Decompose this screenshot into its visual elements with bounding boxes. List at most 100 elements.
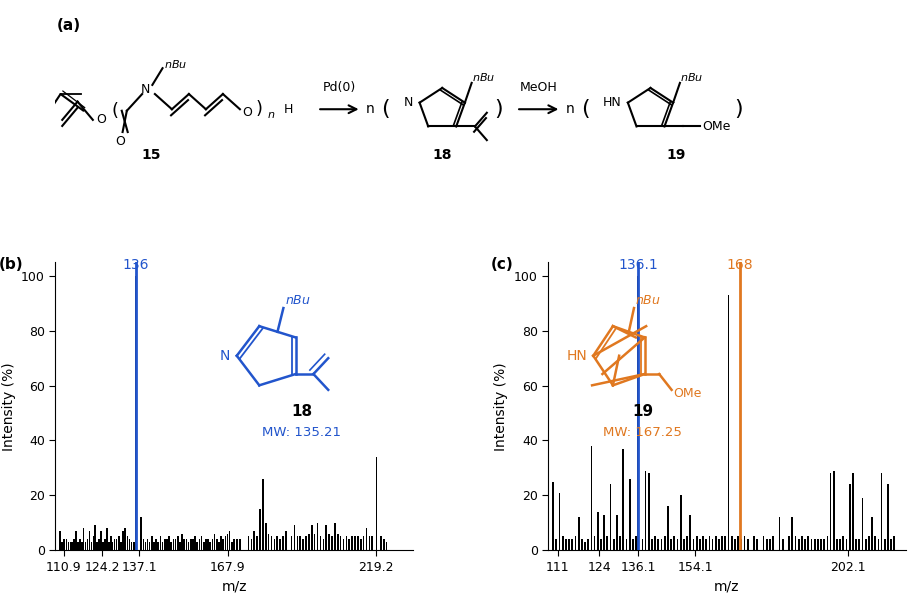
Bar [571,539,573,550]
Bar [581,539,583,550]
Bar [810,539,812,550]
Text: (: ( [381,99,390,119]
Bar [658,539,659,550]
Bar [271,536,273,550]
Bar [629,479,630,550]
Bar [747,539,748,550]
Bar [66,539,67,550]
Text: ): ) [735,99,743,119]
Bar [308,533,310,550]
Bar [865,539,867,550]
Bar [766,539,768,550]
Bar [104,539,105,550]
Bar [769,539,771,550]
Text: H: H [284,103,294,116]
Bar [337,533,338,550]
Bar [71,542,73,550]
Bar [127,536,128,550]
Y-axis label: Intensity (%): Intensity (%) [494,362,508,450]
Bar [830,474,832,550]
Text: (b): (b) [0,257,23,271]
Text: 19: 19 [666,148,686,162]
Bar [757,539,758,550]
Bar [641,539,643,550]
Bar [727,295,729,550]
X-axis label: m/z: m/z [221,579,247,593]
Bar [360,539,361,550]
Bar [207,539,209,550]
Bar [606,536,608,550]
Bar [562,536,564,550]
Bar [852,474,854,550]
Bar [279,539,281,550]
Text: N: N [404,96,413,109]
Bar [861,498,863,550]
Bar [220,536,222,550]
Bar [297,536,298,550]
Bar [135,276,137,550]
Bar [632,539,634,550]
Bar [262,479,263,550]
Bar [839,539,841,550]
Bar [371,536,373,550]
Bar [160,536,162,550]
Bar [737,536,739,550]
Text: $n$Bu: $n$Bu [680,71,703,83]
Bar [833,471,834,550]
Bar [871,517,873,550]
Bar [325,526,327,550]
Bar [122,531,124,550]
Bar [229,531,230,550]
Text: 15: 15 [141,148,162,162]
Bar [274,539,275,550]
Bar [218,542,220,550]
Bar [118,536,119,550]
Bar [166,539,167,550]
Bar [212,539,213,550]
Bar [565,539,566,550]
Bar [63,539,65,550]
Bar [162,542,164,550]
Bar [259,509,261,550]
Bar [817,539,819,550]
Bar [380,536,382,550]
Bar [856,539,857,550]
Bar [213,533,215,550]
Bar [114,539,116,550]
Bar [709,536,711,550]
Bar [157,542,159,550]
Bar [676,539,678,550]
Bar [366,528,368,550]
Bar [843,536,845,550]
Bar [112,542,114,550]
Bar [823,539,825,550]
Bar [265,523,266,550]
Bar [826,536,828,550]
Text: N: N [140,83,151,96]
Bar [575,536,577,550]
Bar [197,542,198,550]
Bar [610,484,612,550]
Bar [149,542,151,550]
Bar [762,536,764,550]
Bar [874,536,876,550]
Text: 168: 168 [726,258,753,272]
Bar [782,539,784,550]
Bar [699,539,700,550]
Bar [210,542,211,550]
Bar [635,536,637,550]
Y-axis label: Intensity (%): Intensity (%) [2,362,16,450]
Bar [216,539,217,550]
Bar [731,536,733,550]
Bar [383,539,384,550]
Bar [343,539,345,550]
Bar [795,536,796,550]
Bar [83,528,84,550]
Bar [268,533,270,550]
Bar [386,542,387,550]
Text: O: O [242,106,252,119]
Bar [651,539,653,550]
Bar [130,542,132,550]
Bar [594,536,595,550]
Bar [201,536,202,550]
